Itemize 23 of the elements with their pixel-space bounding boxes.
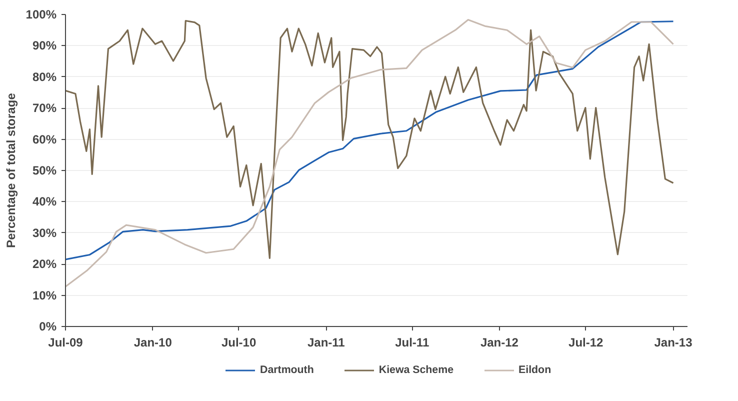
y-tick-label: 80% (32, 70, 57, 84)
x-tick-label: Jul-12 (568, 336, 604, 350)
x-tick-label: Jul-11 (395, 336, 430, 350)
y-tick-label: 30% (32, 226, 57, 240)
y-tick-label: 0% (39, 320, 57, 334)
y-tick-label: 70% (32, 101, 57, 116)
y-tick-label: 60% (32, 132, 57, 146)
y-tick-label: 50% (32, 164, 57, 178)
y-tick-label: 40% (32, 194, 57, 209)
x-tick-label: Jan-12 (480, 336, 519, 350)
x-tick-label: Jul-10 (221, 336, 256, 350)
legend-label: Kiewa Scheme (378, 364, 454, 376)
x-tick-label: Jan-10 (134, 336, 172, 350)
y-axis-title: Percentage of total storage (4, 92, 18, 248)
x-tick-label: Jul-09 (48, 336, 84, 350)
y-tick-label: 90% (32, 38, 57, 53)
legend-label: Dartmouth (260, 364, 314, 376)
legend-label: Eildon (518, 364, 552, 376)
y-tick-label: 10% (32, 288, 57, 302)
x-tick-label: Jan-13 (654, 336, 693, 350)
y-tick-label: 100% (26, 8, 57, 22)
y-tick-label: 20% (32, 257, 57, 272)
x-tick-label: Jan-11 (307, 336, 346, 350)
